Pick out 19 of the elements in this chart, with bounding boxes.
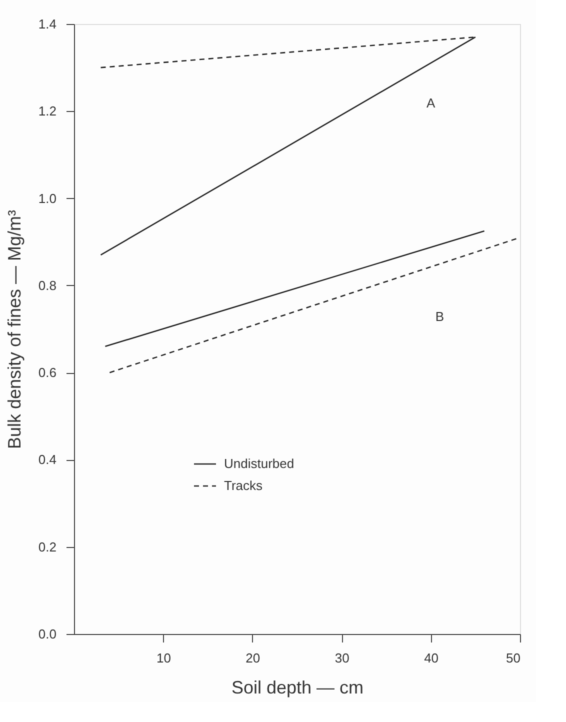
y-tick-label: 1.0	[38, 190, 56, 206]
y-tick-label: 0.4	[38, 452, 56, 468]
x-tick-label: 10	[156, 650, 171, 666]
legend-label: Tracks	[224, 478, 264, 493]
y-tick-label: 0.8	[38, 278, 56, 293]
y-tick-label: 1.4	[38, 16, 56, 32]
y-tick-label: 0.2	[38, 539, 56, 554]
annotation: A	[426, 95, 436, 110]
x-tick-label: 30	[334, 650, 350, 666]
x-tick-label: 20	[246, 650, 260, 666]
legend-label: Undisturbed	[224, 456, 294, 471]
x-tick-label: 40	[424, 650, 439, 666]
x-tick-label: 50	[506, 650, 520, 666]
annotation: B	[435, 308, 444, 324]
y-tick-label: 0.0	[38, 626, 56, 642]
y-tick-label: 0.6	[38, 365, 56, 380]
y-axis-title: Bulk density of fines — Mg/m³	[4, 210, 24, 450]
x-axis-title: Soil depth — cm	[231, 678, 364, 698]
y-tick-label: 1.2	[38, 104, 56, 119]
